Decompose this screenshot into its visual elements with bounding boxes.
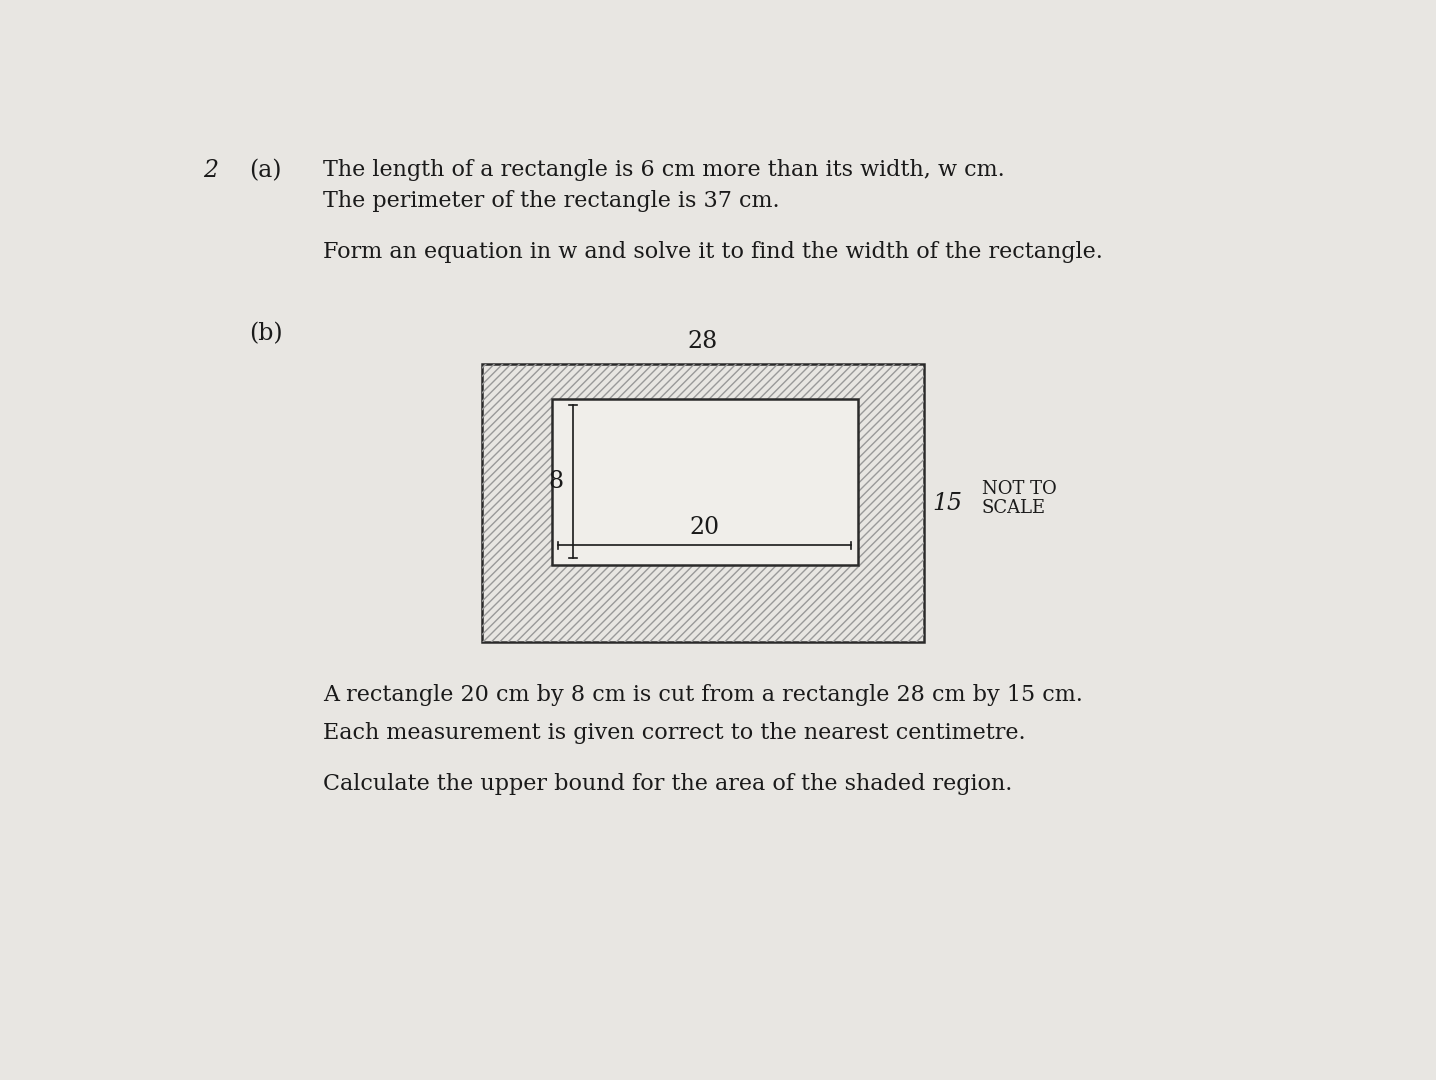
Text: NOT TO: NOT TO xyxy=(982,480,1057,498)
Text: (a): (a) xyxy=(250,159,281,181)
Text: (b): (b) xyxy=(250,322,283,346)
Text: A rectangle 20 cm by 8 cm is cut from a rectangle 28 cm by 15 cm.: A rectangle 20 cm by 8 cm is cut from a … xyxy=(323,684,1083,706)
Text: 20: 20 xyxy=(689,516,719,539)
Text: The perimeter of the rectangle is 37 cm.: The perimeter of the rectangle is 37 cm. xyxy=(323,190,780,212)
Bar xyxy=(481,364,923,642)
Text: 2: 2 xyxy=(202,159,218,181)
Text: The length of a rectangle is 6 cm more than its width, w cm.: The length of a rectangle is 6 cm more t… xyxy=(323,159,1005,180)
Bar xyxy=(551,400,857,565)
Text: 28: 28 xyxy=(688,329,718,353)
Bar xyxy=(481,364,923,642)
Text: 8: 8 xyxy=(549,471,564,494)
Text: Calculate the upper bound for the area of the shaded region.: Calculate the upper bound for the area o… xyxy=(323,772,1012,795)
Text: 15: 15 xyxy=(933,491,962,514)
Text: Each measurement is given correct to the nearest centimetre.: Each measurement is given correct to the… xyxy=(323,723,1025,744)
Text: Form an equation in w and solve it to find the width of the rectangle.: Form an equation in w and solve it to fi… xyxy=(323,241,1103,264)
Text: SCALE: SCALE xyxy=(982,499,1045,517)
